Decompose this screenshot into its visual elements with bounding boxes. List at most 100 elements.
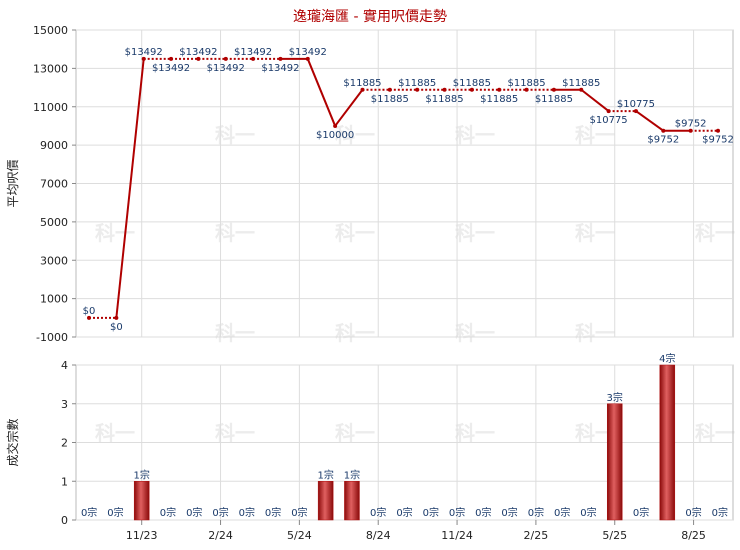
watermark: 科一 [335, 123, 375, 147]
x-tick-label: 5/24 [287, 529, 312, 542]
y-tick-label: 11000 [33, 101, 68, 114]
watermark: 科一 [215, 221, 255, 245]
price-label: $9752 [675, 119, 707, 130]
count-label: 0宗 [396, 506, 412, 519]
count-label: 0宗 [265, 506, 281, 519]
count-bar [659, 364, 676, 521]
count-bar [344, 481, 360, 521]
price-label: $13492 [179, 47, 217, 58]
price-line-segment [334, 89, 364, 127]
watermark: 科一 [575, 321, 615, 345]
y-axis-title-price: 平均呎價 [6, 159, 20, 207]
watermark: 科一 [575, 221, 615, 245]
price-label: $13492 [152, 63, 190, 74]
price-point [415, 87, 420, 92]
price-point [169, 56, 174, 61]
price-point [633, 109, 638, 114]
price-label: $11885 [453, 78, 491, 89]
count-label: 0宗 [239, 506, 255, 519]
y-axis-title-count: 成交宗數 [5, 418, 20, 466]
price-label: $0 [83, 306, 96, 317]
watermark: 科一 [455, 123, 495, 147]
count-bar [133, 481, 150, 521]
y-tick-label: 4 [61, 359, 68, 372]
watermark: 科一 [95, 421, 135, 445]
count-label: 1宗 [344, 468, 360, 481]
watermark: 科一 [215, 421, 255, 445]
count-label: 0宗 [81, 506, 97, 519]
price-label: $13492 [207, 63, 245, 74]
count-label: 3宗 [607, 391, 623, 404]
y-tick-label: 9000 [40, 139, 68, 152]
y-tick-label: 3 [61, 398, 68, 411]
price-label: $11885 [343, 78, 381, 89]
x-tick-label: 2/24 [208, 529, 233, 542]
price-label: $11885 [480, 94, 518, 105]
watermark: 科一 [695, 221, 735, 245]
count-label: 0宗 [633, 506, 649, 519]
price-label: $13492 [289, 47, 327, 58]
price-point [606, 109, 611, 114]
price-point [469, 87, 474, 92]
x-tick-label: 8/24 [366, 529, 391, 542]
count-label: 0宗 [449, 506, 465, 519]
y-tick-label: -1000 [36, 331, 68, 344]
price-label: $9752 [647, 135, 679, 146]
watermark: 科一 [335, 321, 375, 345]
price-line-segment [306, 58, 337, 127]
y-tick-label: 3000 [40, 254, 68, 267]
price-point [661, 128, 666, 133]
count-label: 0宗 [475, 506, 491, 519]
y-tick-label: 15000 [33, 24, 68, 37]
count-label: 0宗 [370, 506, 386, 519]
y-tick-label: 7000 [40, 178, 68, 191]
watermark: 科一 [575, 123, 615, 147]
x-tick-label: 2/25 [524, 529, 549, 542]
count-label: 1宗 [317, 468, 333, 481]
price-label: $9752 [702, 135, 734, 146]
price-point [141, 56, 146, 61]
y-tick-label: 1000 [40, 293, 68, 306]
price-line-segment [580, 88, 610, 112]
count-label: 0宗 [501, 506, 517, 519]
price-label: $13492 [261, 63, 299, 74]
count-label: 0宗 [580, 506, 596, 519]
count-label: 0宗 [291, 506, 307, 519]
price-line-segment [115, 58, 145, 318]
count-label: 0宗 [528, 506, 544, 519]
price-label: $11885 [535, 94, 573, 105]
watermark: 科一 [335, 221, 375, 245]
price-label: $11885 [425, 94, 463, 105]
y-tick-label: 2 [61, 437, 68, 450]
price-label: $11885 [398, 78, 436, 89]
x-tick-label: 5/25 [602, 529, 627, 542]
watermark: 科一 [455, 421, 495, 445]
price-point [305, 56, 310, 61]
watermark: 科一 [455, 321, 495, 345]
watermark: 科一 [95, 221, 135, 245]
price-point [251, 56, 256, 61]
price-label: $10775 [617, 99, 655, 110]
price-point [716, 128, 720, 133]
price-label: $0 [110, 322, 123, 333]
price-label: $11885 [562, 78, 600, 89]
price-label: $11885 [507, 78, 545, 89]
price-point [278, 56, 283, 61]
price-label: $13492 [234, 47, 272, 58]
price-point [387, 87, 392, 92]
watermark: 科一 [215, 321, 255, 345]
price-point [196, 56, 201, 61]
chart-title: 逸瓏海匯 - 實用呎價走勢 [293, 9, 447, 25]
y-tick-label: 0 [61, 514, 68, 527]
watermark: 科一 [215, 123, 255, 147]
x-tick-label: 11/24 [441, 529, 473, 542]
count-label: 1宗 [134, 468, 150, 481]
price-point [497, 87, 502, 92]
price-label: $11885 [371, 94, 409, 105]
y-tick-label: 13000 [33, 62, 68, 75]
x-tick-label: 11/23 [126, 529, 158, 542]
price-point [551, 87, 556, 92]
price-label: $10000 [316, 130, 354, 141]
price-line-segment [635, 110, 664, 132]
